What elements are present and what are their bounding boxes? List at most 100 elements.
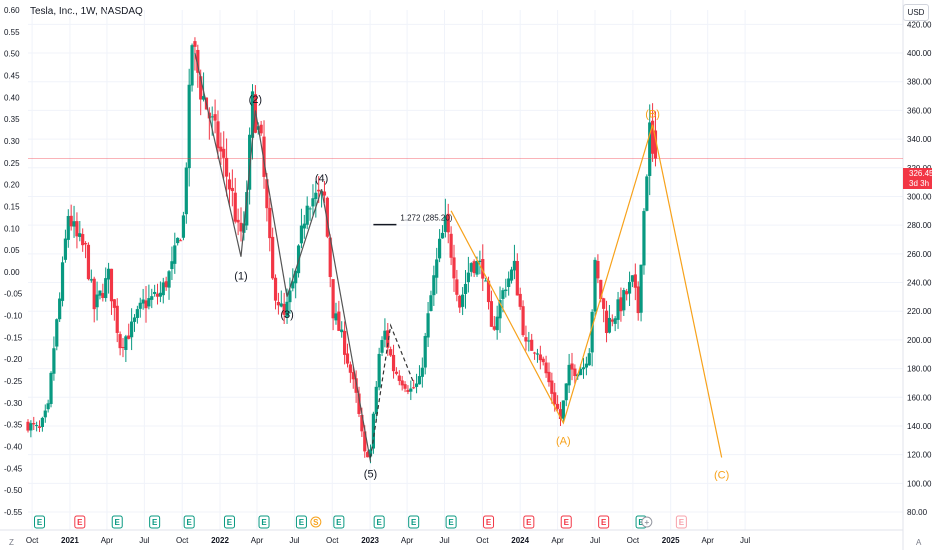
timezone-button[interactable]: Z	[9, 538, 14, 547]
candle	[150, 296, 154, 300]
candle	[196, 49, 200, 73]
candle	[501, 290, 505, 299]
earnings-marker-icon	[223, 515, 235, 529]
candle	[584, 363, 588, 368]
wave-label: (4)	[315, 173, 328, 185]
earnings-marker-icon	[183, 515, 195, 529]
candle	[547, 371, 551, 383]
candle	[579, 368, 583, 376]
time-axis-tick-label: Jul	[439, 536, 449, 545]
left-axis-tick-label: -0.35	[4, 421, 23, 430]
candle	[368, 449, 373, 457]
candle	[521, 306, 525, 336]
add-event-icon	[641, 516, 653, 528]
wave-label: (1)	[234, 270, 247, 282]
candle	[83, 243, 88, 245]
candle	[420, 367, 424, 377]
candle	[645, 176, 649, 211]
candle	[294, 270, 298, 284]
candle	[374, 386, 378, 415]
earnings-marker-icon	[598, 515, 610, 529]
candle	[397, 375, 401, 381]
candle	[176, 237, 180, 244]
left-axis-tick-label: 0.60	[4, 6, 20, 15]
candle	[230, 187, 234, 192]
candle	[512, 260, 517, 271]
candle	[351, 372, 355, 380]
left-axis-tick-label: -0.55	[4, 508, 23, 517]
earnings-marker-icon	[258, 515, 270, 529]
right-axis-tick-label: 80.00	[907, 508, 928, 517]
candle	[567, 364, 571, 386]
left-axis-tick-label: 0.50	[4, 50, 20, 59]
candle	[46, 403, 50, 410]
candle	[121, 346, 125, 348]
candle	[135, 309, 139, 318]
earnings-marker-label: E	[152, 518, 158, 527]
candle	[599, 279, 603, 300]
candle	[112, 299, 116, 308]
right-axis-tick-label: 280.00	[907, 221, 932, 230]
candle	[440, 232, 445, 239]
candle	[89, 279, 93, 281]
candle	[619, 297, 623, 312]
candle	[58, 298, 62, 320]
time-axis-tick-label: Jul	[139, 536, 149, 545]
candle	[250, 91, 255, 138]
left-axis-tick-label: 0.10	[4, 224, 20, 233]
left-axis-tick-label: 0.00	[4, 268, 20, 277]
candle	[225, 157, 229, 177]
candle	[276, 301, 281, 306]
candle	[271, 236, 275, 279]
candle	[380, 340, 384, 353]
candle	[610, 319, 614, 322]
candle	[35, 425, 39, 427]
candle	[210, 116, 214, 118]
candle	[489, 301, 494, 327]
candle	[527, 340, 531, 342]
fib-extension-label: 1.272 (285.20)	[400, 214, 452, 223]
candle	[29, 423, 33, 431]
earnings-marker-icon	[295, 515, 307, 529]
candle	[532, 352, 537, 354]
time-axis-tick-label: Apr	[101, 536, 114, 545]
earnings-marker-label: E	[227, 518, 233, 527]
candle	[158, 292, 163, 297]
left-axis-tick-label: -0.45	[4, 464, 23, 473]
earnings-marker-icon	[675, 515, 687, 529]
time-axis-tick-label: 2023	[361, 536, 379, 545]
time-axis-tick-label: 2025	[662, 536, 680, 545]
candle	[164, 281, 168, 288]
right-axis-tick-label: 180.00	[907, 365, 932, 374]
candle	[178, 240, 183, 242]
candle	[432, 275, 436, 296]
candle	[406, 389, 410, 392]
earnings-marker-label: E	[486, 518, 492, 527]
candle	[596, 260, 600, 279]
candle	[363, 431, 367, 452]
event-marker-label: +	[644, 518, 649, 527]
candle	[193, 41, 197, 47]
candle	[386, 330, 390, 348]
candle	[581, 367, 586, 370]
left-axis-tick-label: -0.30	[4, 399, 23, 408]
candle	[236, 219, 240, 223]
candle	[72, 221, 76, 227]
candle	[360, 414, 364, 432]
left-axis-tick-label: -0.10	[4, 312, 23, 321]
candle	[75, 221, 79, 237]
candle	[587, 353, 591, 366]
candle	[101, 293, 105, 298]
candle	[639, 264, 643, 313]
bar-countdown: 3d 3h	[909, 179, 930, 188]
candle	[573, 368, 577, 377]
candle	[340, 329, 344, 333]
auto-scale-button[interactable]: A	[916, 538, 922, 547]
candle	[63, 238, 68, 260]
candle	[630, 275, 635, 282]
candle	[400, 380, 404, 386]
candle	[52, 348, 56, 374]
candle	[331, 279, 335, 319]
candle	[371, 413, 375, 449]
